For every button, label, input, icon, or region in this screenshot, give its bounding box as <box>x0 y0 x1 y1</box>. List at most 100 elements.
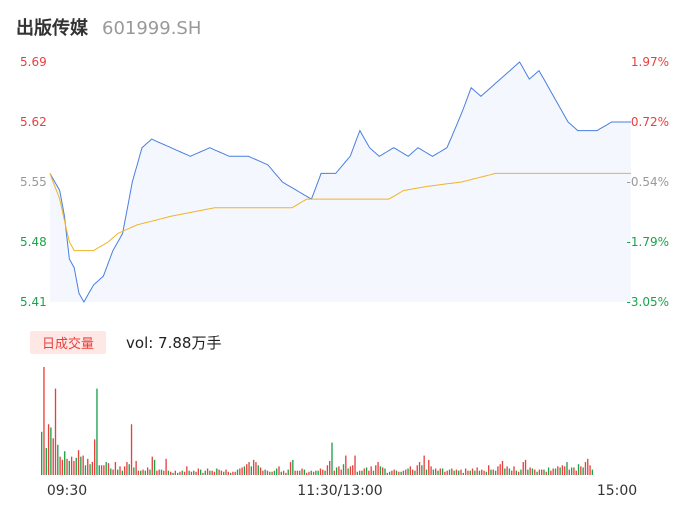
volume-bar <box>91 462 94 475</box>
volume-bar <box>566 462 568 475</box>
volume-bar <box>262 470 264 475</box>
volume-bar <box>310 470 312 475</box>
volume-bar <box>515 470 517 475</box>
volume-bar <box>87 458 89 475</box>
volume-bar <box>305 472 308 475</box>
volume-bar <box>121 470 123 475</box>
volume-bar <box>195 471 197 475</box>
volume-bar <box>75 457 77 475</box>
volume-bar <box>550 470 552 475</box>
volume-bar <box>418 462 421 475</box>
volume-bar <box>494 470 497 475</box>
volume-bar <box>193 470 195 475</box>
volume-bar <box>529 467 531 475</box>
volume-bar <box>303 469 306 475</box>
volume-bar <box>135 460 137 475</box>
volume-bar <box>197 468 200 475</box>
price-tick-label: 5.62 <box>20 115 47 129</box>
volume-bar <box>379 466 382 475</box>
volume-bar <box>538 469 541 475</box>
volume-bar <box>354 455 356 475</box>
volume-bar <box>349 466 352 475</box>
volume-bar <box>506 466 508 475</box>
volume-bar <box>252 459 255 475</box>
volume-bar <box>492 469 494 475</box>
volume-bar <box>220 470 223 475</box>
volume-bar <box>388 471 391 475</box>
volume-bar <box>239 468 241 475</box>
volume-bar <box>45 448 47 475</box>
volume-bar <box>444 471 446 475</box>
volume-bar <box>282 470 285 475</box>
volume-bar <box>342 464 345 475</box>
volume-bar <box>156 470 158 475</box>
percent-tick-label: -3.05% <box>627 295 669 309</box>
volume-bar <box>142 469 144 475</box>
volume-bar <box>513 466 515 475</box>
daily-volume-tab[interactable]: 日成交量 <box>30 331 107 354</box>
volume-bar <box>123 466 126 475</box>
price-fill <box>50 62 631 302</box>
volume-bar <box>584 462 587 475</box>
volume-bar <box>577 464 580 475</box>
volume-bar <box>312 471 315 475</box>
volume-bar <box>209 470 211 475</box>
volume-bar <box>211 470 213 475</box>
volume-bar <box>308 471 310 475</box>
volume-bar <box>317 470 319 475</box>
volume-bar <box>47 424 50 475</box>
time-axis: 09:30 11:30/13:00 15:00 <box>47 483 637 499</box>
volume-bar <box>329 460 331 475</box>
volume-bar <box>441 468 444 475</box>
volume-bar <box>294 470 296 475</box>
volume-bar <box>455 469 458 475</box>
volume-bar <box>474 470 476 475</box>
volume-bar <box>319 468 322 475</box>
volume-bar <box>393 469 395 475</box>
volume-bar <box>400 471 402 475</box>
volume-bar <box>580 466 582 475</box>
volume-bar <box>153 459 156 475</box>
volume-bar <box>409 466 412 475</box>
volume-bar <box>517 471 520 475</box>
volume-bar <box>299 470 301 475</box>
volume-bar <box>552 468 554 475</box>
volume-bar <box>126 462 128 475</box>
volume-bar <box>98 465 100 475</box>
volume-bar <box>467 470 469 475</box>
volume-bar <box>541 469 543 475</box>
volume-bar <box>331 442 333 475</box>
volume-bar <box>416 465 418 475</box>
volume-bar <box>89 464 91 475</box>
volume-bar <box>501 460 504 475</box>
volume-bar <box>554 468 557 475</box>
volume-bar <box>227 471 229 475</box>
volume-bar <box>460 469 462 475</box>
volume-bar <box>508 468 511 475</box>
price-line <box>49 61 631 304</box>
volume-bar <box>411 469 414 475</box>
volume-bar <box>149 469 151 475</box>
volume-bar <box>333 470 335 475</box>
volume-bar <box>370 466 372 475</box>
volume-bar <box>259 467 262 475</box>
volume-bar <box>278 466 280 475</box>
volume-bar <box>340 469 342 475</box>
volume-bar <box>255 462 257 475</box>
volume-bar <box>315 470 317 475</box>
volume-bar <box>229 472 232 475</box>
volume-bar <box>430 466 432 475</box>
volume-bar <box>158 469 160 475</box>
volume-bar <box>276 468 278 475</box>
volume-bar <box>395 470 398 475</box>
volume-bar <box>575 470 577 475</box>
percent-tick-label: -0.54% <box>627 175 669 189</box>
volume-bar <box>151 456 153 475</box>
volume-bar <box>225 469 227 475</box>
volume-bar <box>446 470 448 475</box>
volume-bar <box>363 468 365 475</box>
volume-bar <box>96 388 98 475</box>
volume-bar <box>80 456 82 475</box>
volume-bar <box>365 467 368 475</box>
volume-bar <box>589 465 591 475</box>
